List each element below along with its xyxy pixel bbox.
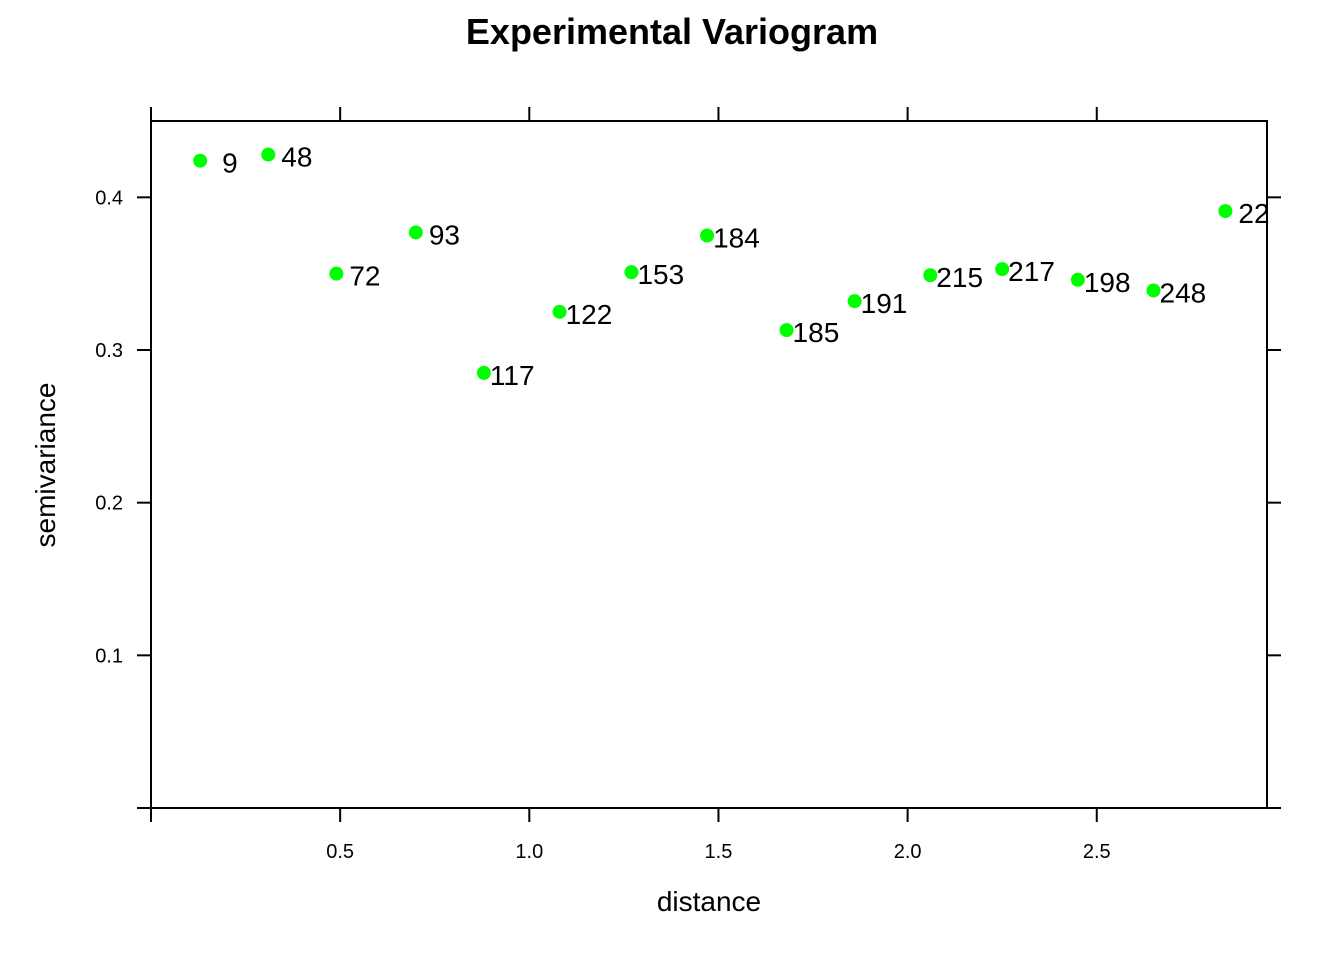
y-tick-label: 0.3 bbox=[95, 340, 123, 362]
y-tick-label: 0.4 bbox=[95, 187, 123, 209]
x-tick-label: 0.5 bbox=[326, 841, 354, 863]
x-tick-label: 2.0 bbox=[894, 841, 922, 863]
y-tick-label: 0.2 bbox=[95, 493, 123, 515]
data-point bbox=[1146, 283, 1161, 298]
data-point bbox=[552, 304, 567, 319]
data-point-label: 198 bbox=[1084, 267, 1131, 298]
data-point-label: 184 bbox=[713, 223, 760, 254]
data-point bbox=[995, 262, 1010, 277]
data-point-label: 48 bbox=[281, 142, 312, 173]
data-point-label: 153 bbox=[637, 259, 684, 290]
data-point-label: 185 bbox=[793, 317, 840, 348]
data-point-label: 248 bbox=[1160, 277, 1207, 308]
x-tick-label: 1.0 bbox=[515, 841, 543, 863]
plot-frame bbox=[150, 120, 1268, 809]
data-point-label: 72 bbox=[349, 261, 380, 292]
x-tick-label: 2.5 bbox=[1083, 841, 1111, 863]
data-point bbox=[624, 265, 639, 280]
data-point bbox=[1218, 204, 1233, 219]
data-point bbox=[476, 365, 491, 380]
y-axis-label: semivariance bbox=[30, 383, 61, 548]
data-point-label: 22 bbox=[1238, 198, 1269, 229]
y-tick-label: 0.1 bbox=[95, 645, 123, 667]
data-point bbox=[329, 266, 344, 281]
data-point bbox=[847, 294, 862, 309]
data-point-label: 9 bbox=[222, 148, 238, 179]
data-point-label: 117 bbox=[490, 360, 535, 391]
data-point bbox=[261, 147, 276, 162]
data-point-label: 93 bbox=[429, 219, 460, 250]
data-point-label: 191 bbox=[861, 288, 908, 319]
data-point-label: 217 bbox=[1008, 256, 1055, 287]
data-point-label: 122 bbox=[566, 299, 613, 330]
chart-title: Experimental Variogram bbox=[466, 11, 878, 52]
data-point bbox=[700, 228, 715, 243]
x-tick-label: 1.5 bbox=[705, 841, 733, 863]
data-point-label: 215 bbox=[936, 262, 983, 293]
data-point-labels: 9 48 72 93 117 122 153 184 185 191 215 217 198 248 22 bbox=[222, 142, 1269, 391]
axis-ticks bbox=[137, 107, 1281, 822]
data-point bbox=[408, 225, 423, 240]
data-point bbox=[1070, 272, 1085, 287]
x-axis-label: distance bbox=[657, 886, 761, 917]
axis-tick-labels: 0.5 1.0 1.5 2.0 2.5 0.1 0.2 0.3 0.4 bbox=[95, 187, 1110, 863]
data-point bbox=[193, 153, 208, 168]
data-point bbox=[779, 323, 794, 338]
data-points bbox=[193, 147, 1233, 380]
data-point bbox=[923, 268, 938, 283]
